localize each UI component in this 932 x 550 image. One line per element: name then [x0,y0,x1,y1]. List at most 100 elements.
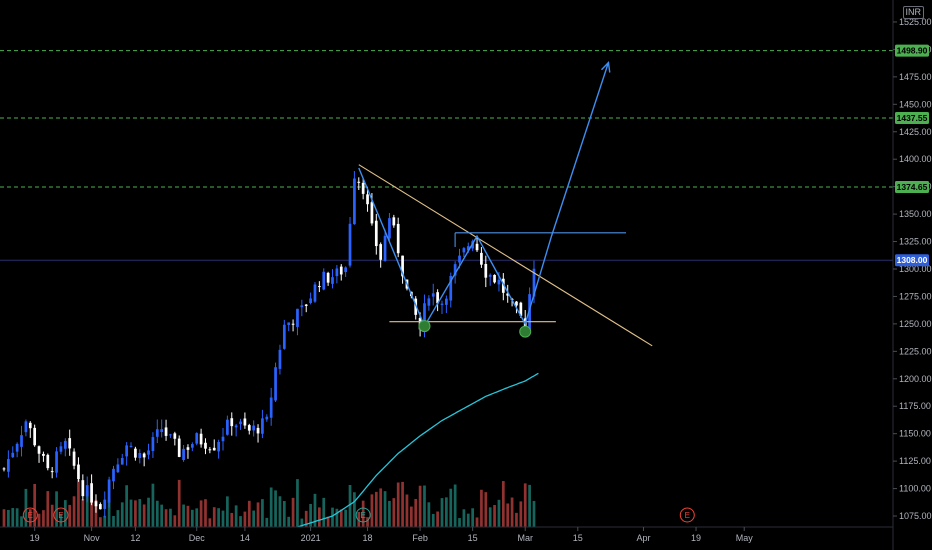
candle-body [177,438,181,457]
volume-bar [287,516,291,527]
earnings-event-icon[interactable] [355,507,371,523]
price-tick-label: 1400.00 [899,154,932,164]
candle-body [42,453,45,456]
volume-bar [331,507,334,527]
descending-trendline[interactable] [358,164,653,347]
bottom-marker[interactable] [519,325,532,338]
candle-body [256,427,260,434]
price-tick-label: 1200.00 [899,374,932,384]
volume-bar [366,517,369,527]
candle-body [112,468,115,482]
volume-bar [392,498,396,527]
price-level-label: 1308.00 [897,255,928,265]
candle-body [488,274,492,277]
volume-bar [7,509,10,527]
volume-bar [138,499,142,527]
earnings-event-label: E [360,511,365,520]
volume-bar [72,496,76,527]
candle-body [291,323,295,325]
candle-body [449,275,453,301]
candle-body [11,452,15,458]
volume-bar [515,512,518,527]
volume-bar [282,500,286,527]
volume-bar [466,513,470,527]
volume-bar [506,503,510,527]
time-tick-label: 15 [468,533,478,543]
candle-body [116,464,120,473]
volume-bar [28,509,32,527]
double-bottom-pattern[interactable] [358,62,610,328]
volume-bar [475,517,479,527]
volume-bar [405,494,409,527]
candle-body [282,324,286,349]
price-tick-label: 1225.00 [899,346,932,356]
price-level-lines[interactable] [0,50,893,261]
candle-body [173,433,177,439]
candle-body [28,422,32,429]
earnings-event-icon[interactable] [22,507,38,523]
volume-bar [528,484,531,527]
candle-body [287,322,291,326]
bottom-marker[interactable] [418,320,431,333]
time-axis[interactable]: 19 Nov 12 Dec 14 2021 18 Feb 15 Mar 15 Apr 19 May [30,527,754,543]
time-tick-label: 19 [691,533,701,543]
volume-bar [151,483,155,527]
time-tick-label: 2021 [301,533,321,543]
candle-body [318,286,321,288]
target-arrow-head[interactable] [600,61,611,73]
volume-bar [374,491,378,527]
candle-body [63,440,67,449]
volume-bar [247,500,251,527]
price-tick-label: 1475.00 [899,72,932,82]
candle-body [379,244,383,260]
volume-bar [59,513,63,527]
candle-body [423,303,426,331]
candle-body [269,397,273,418]
currency-label[interactable]: INR [902,6,924,19]
candle-body [33,427,37,446]
time-tick-label: 12 [130,533,140,543]
volume-bar [81,499,85,527]
candle-body [401,255,404,277]
candle-body [335,268,339,277]
candle-body [339,266,343,275]
volume-bar [436,511,439,527]
candle-body [480,252,483,265]
candle-body [208,449,212,451]
candle-body [274,367,277,401]
candles [2,170,536,518]
candle-body [129,445,133,447]
candle-body [392,217,396,226]
volume-bar [379,488,383,527]
candle-body [85,485,89,497]
volume-bar [230,512,234,527]
volume-bar [532,500,536,527]
candle-body [134,448,137,458]
price-tick-label: 1125.00 [899,456,931,466]
candle-body [431,293,435,297]
candle-body [475,243,479,251]
volume-bar [488,507,492,527]
volume-bar [309,504,312,527]
drawings[interactable] [358,61,653,347]
candle-body [164,427,168,436]
volume-bar [68,504,72,527]
volume-bar [99,517,102,527]
candle-body [484,263,488,278]
candle-body [357,181,361,183]
moving-average-line [297,372,539,528]
volume-bar [335,508,339,527]
candle-body [81,480,85,497]
time-tick-label: Apr [636,533,650,543]
volume-bar [77,479,80,527]
candle-body [243,418,247,426]
candle-body [493,274,496,283]
candle-body [366,194,369,205]
time-tick-label: 18 [363,533,373,543]
candle-body [322,271,326,290]
earnings-event-icon[interactable] [679,507,695,523]
earnings-event-icon[interactable] [53,507,69,523]
volume-bar [243,511,247,527]
